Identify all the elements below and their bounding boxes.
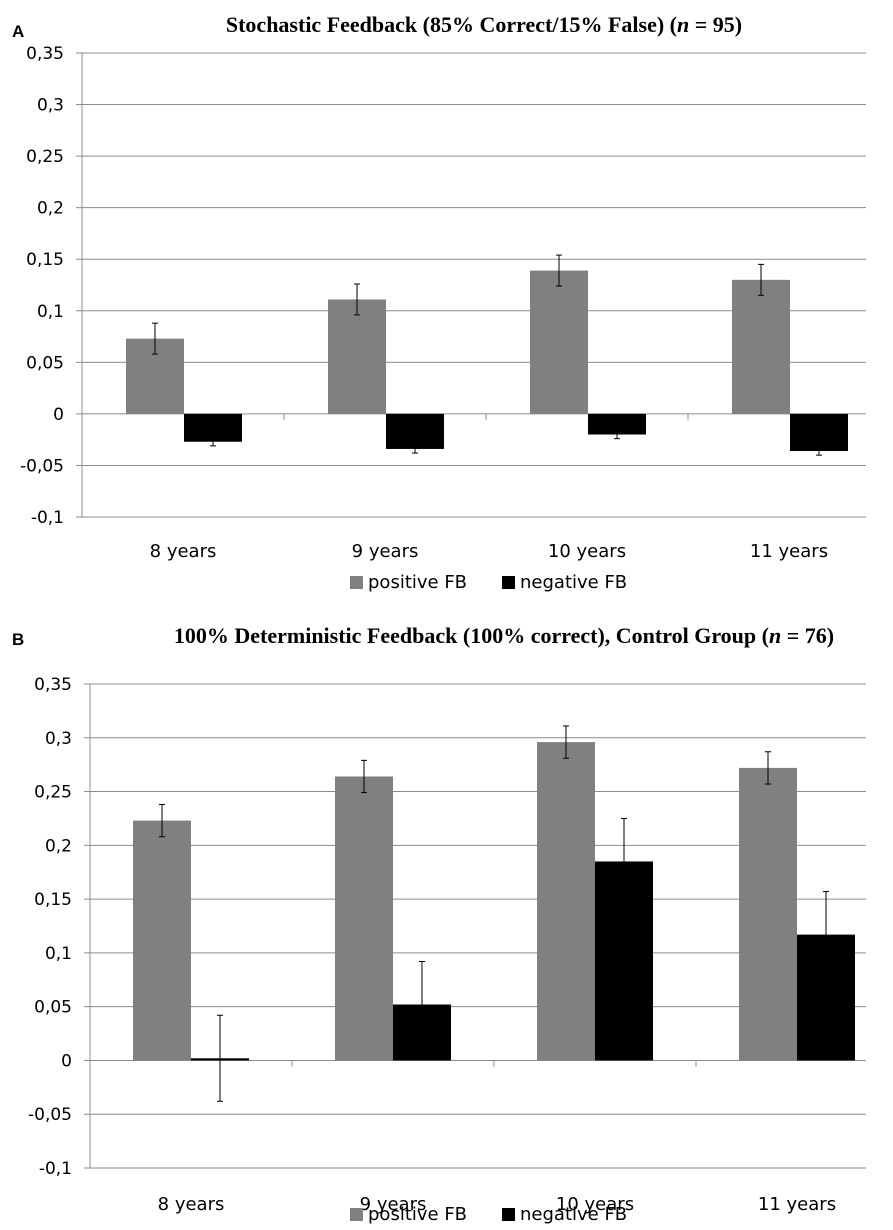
y-tick-label: -0,05 xyxy=(20,456,64,476)
legend-swatch xyxy=(502,1208,515,1221)
legend-label: negative FB xyxy=(520,572,627,593)
chart-title: 100% Deterministic Feedback (100% correc… xyxy=(174,623,834,648)
x-category-label: 10 years xyxy=(548,541,626,562)
x-category-label: 9 years xyxy=(360,1194,427,1215)
y-tick-label: -0,1 xyxy=(31,508,64,528)
bar-negative-fb-9-years xyxy=(386,413,444,449)
y-tick-label: 0,15 xyxy=(26,250,64,270)
y-tick-label: 0 xyxy=(61,1051,72,1071)
x-category-label: 9 years xyxy=(352,541,419,562)
y-tick-label: 0,05 xyxy=(26,353,64,373)
y-tick-label: 0,25 xyxy=(34,783,72,803)
bar-positive-fb-11-years xyxy=(732,279,790,414)
legend-label: positive FB xyxy=(368,1204,467,1225)
y-tick-label: 0,35 xyxy=(26,44,64,64)
y-tick-label: 0,05 xyxy=(34,998,72,1018)
legend-swatch xyxy=(350,1208,363,1221)
chart-title: Stochastic Feedback (85% Correct/15% Fal… xyxy=(226,12,742,37)
y-tick-label: 0,35 xyxy=(34,675,72,695)
bar-positive-fb-9-years xyxy=(335,776,393,1061)
y-tick-label: -0,1 xyxy=(39,1159,72,1179)
y-tick-label: 0,2 xyxy=(45,836,72,856)
bar-negative-fb-8-years xyxy=(184,413,242,442)
bar-negative-fb-10-years xyxy=(588,413,646,435)
bar-positive-fb-9-years xyxy=(328,299,386,414)
y-tick-label: 0,3 xyxy=(45,729,72,749)
panel-label: A xyxy=(12,22,24,41)
legend: positive FB negative FB xyxy=(350,1204,627,1225)
bar-positive-fb-10-years xyxy=(530,270,588,414)
x-category-label: 8 years xyxy=(150,541,217,562)
x-category-label: 10 years xyxy=(556,1194,634,1215)
y-tick-label: 0,2 xyxy=(37,199,64,219)
legend-swatch xyxy=(502,576,515,589)
bar-negative-fb-11-years xyxy=(790,413,848,452)
legend-swatch xyxy=(350,576,363,589)
x-category-label: 8 years xyxy=(158,1194,225,1215)
y-tick-label: 0,1 xyxy=(45,944,72,964)
legend-label: positive FB xyxy=(368,572,467,593)
bar-positive-fb-8-years xyxy=(133,820,191,1061)
y-tick-label: 0,15 xyxy=(34,890,72,910)
y-tick-label: 0 xyxy=(53,405,64,425)
x-category-label: 11 years xyxy=(758,1194,836,1215)
legend: positive FB negative FB xyxy=(350,572,627,593)
chart-panel-a: A Stochastic Feedback (85% Correct/15% Fa… xyxy=(12,12,866,593)
chart-panel-b: B 100% Deterministic Feedback (100% corre… xyxy=(12,623,866,1225)
y-tick-label: -0,05 xyxy=(28,1105,72,1125)
y-tick-label: 0,1 xyxy=(37,302,64,322)
legend-label: negative FB xyxy=(520,1204,627,1225)
x-category-label: 11 years xyxy=(750,541,828,562)
panel-label: B xyxy=(12,630,24,649)
bar-positive-fb-10-years xyxy=(537,742,595,1061)
bar-positive-fb-11-years xyxy=(739,767,797,1061)
y-tick-label: 0,25 xyxy=(26,147,64,167)
y-tick-label: 0,3 xyxy=(37,96,64,116)
